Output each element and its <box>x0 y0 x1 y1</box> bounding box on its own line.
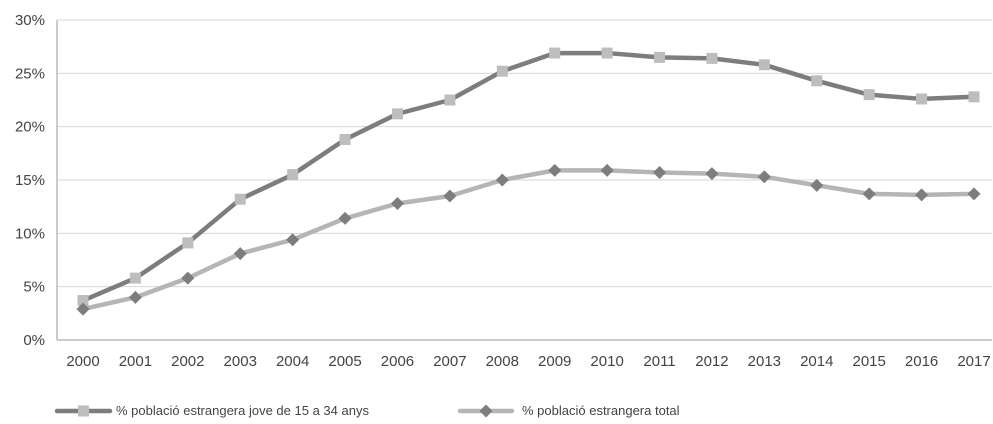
data-point-diamond <box>495 173 509 187</box>
legend-label: % població estrangera total <box>522 403 680 418</box>
legend-marker-square <box>78 405 89 417</box>
axes: 0% 5% 10% 15% 20% 25% 30% 2000 2001 2002 2003 2004 2… <box>15 12 991 370</box>
data-point-diamond <box>548 163 562 177</box>
x-tick-label: 2008 <box>486 353 519 370</box>
data-point-diamond <box>600 163 614 177</box>
series-2 <box>76 163 981 316</box>
data-point-square <box>182 237 194 249</box>
legend-item-1: % població estrangera jove de 15 a 34 an… <box>54 403 369 418</box>
legend-item-2: % població estrangera total <box>457 403 680 418</box>
data-point-square <box>758 59 770 71</box>
x-tick-label: 2006 <box>381 353 414 370</box>
y-tick-label: 0% <box>23 332 45 349</box>
legend-label: % població estrangera jove de 15 a 34 an… <box>116 403 369 418</box>
data-point-square <box>549 47 561 59</box>
data-point-diamond <box>338 211 352 225</box>
data-point-square <box>863 89 875 101</box>
data-point-square <box>339 133 351 145</box>
legend-marker-diamond <box>479 404 493 418</box>
data-point-diamond <box>286 233 300 247</box>
x-tick-label: 2016 <box>905 353 938 370</box>
data-point-diamond <box>233 247 247 261</box>
x-tick-label: 2009 <box>538 353 571 370</box>
data-point-diamond <box>653 166 667 180</box>
x-tick-label: 2011 <box>643 353 675 370</box>
x-tick-label: 2000 <box>66 353 99 370</box>
x-tick-label: 2014 <box>800 353 833 370</box>
x-tick-label: 2013 <box>748 353 781 370</box>
y-tick-label: 10% <box>15 225 45 242</box>
x-tick-label: 2010 <box>590 353 623 370</box>
data-point-diamond <box>862 187 876 201</box>
data-point-square <box>129 272 141 284</box>
x-tick-label: 2001 <box>119 353 152 370</box>
data-point-square <box>496 65 508 77</box>
data-point-square <box>601 47 613 59</box>
x-tick-label: 2017 <box>957 353 990 370</box>
x-tick-label: 2002 <box>171 353 204 370</box>
data-point-diamond <box>76 302 90 316</box>
data-point-square <box>391 108 403 120</box>
gridlines <box>57 19 992 341</box>
data-point-diamond <box>390 196 404 210</box>
y-tick-label: 5% <box>23 279 45 296</box>
y-tick-label: 30% <box>15 12 45 29</box>
data-point-diamond <box>443 189 457 203</box>
y-tick-label: 25% <box>15 65 45 82</box>
x-tick-label: 2003 <box>224 353 257 370</box>
data-point-square <box>444 94 456 106</box>
data-point-square <box>234 193 246 205</box>
y-tick-label: 20% <box>15 119 45 136</box>
series-1 <box>77 47 980 307</box>
x-tick-label: 2005 <box>328 353 361 370</box>
data-point-diamond <box>705 167 719 181</box>
data-point-square <box>916 93 928 105</box>
data-point-square <box>77 295 89 307</box>
x-tick-label: 2007 <box>433 353 466 370</box>
data-point-square <box>811 75 823 87</box>
series-line <box>80 168 977 312</box>
data-point-diamond <box>128 290 142 304</box>
x-tick-label: 2015 <box>852 353 885 370</box>
data-point-diamond <box>181 271 195 285</box>
data-point-square <box>287 169 299 181</box>
data-point-diamond <box>757 170 771 184</box>
data-point-square <box>968 91 980 103</box>
series-area <box>76 47 981 316</box>
data-point-square <box>654 51 666 63</box>
x-tick-label: 2012 <box>695 353 728 370</box>
series-line <box>80 50 977 303</box>
x-tick-label: 2004 <box>276 353 309 370</box>
y-tick-label: 15% <box>15 172 45 189</box>
data-point-square <box>706 52 718 64</box>
data-point-diamond <box>810 178 824 192</box>
legend: % població estrangera jove de 15 a 34 an… <box>54 403 680 418</box>
data-point-diamond <box>915 188 929 202</box>
data-point-diamond <box>967 187 981 201</box>
